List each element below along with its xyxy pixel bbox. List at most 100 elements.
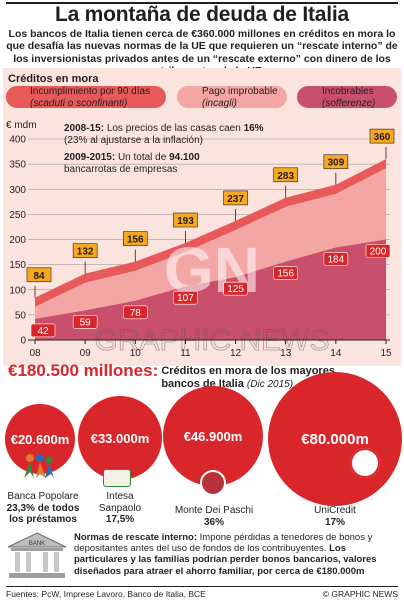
annotation-2-text2: bancarrotas de empresas bbox=[64, 164, 178, 175]
bank-building-icon: BANK bbox=[7, 532, 67, 578]
y-axis-label: € mdm bbox=[6, 120, 37, 131]
data-label-bad-loans: 200 bbox=[370, 247, 387, 258]
x-tick-label: 11 bbox=[180, 348, 191, 359]
data-label-90-days: 156 bbox=[127, 235, 144, 246]
legend-sub-90-days: (scaduti o sconfinanti) bbox=[30, 98, 128, 109]
legend-label-unlikely: Pago improbable bbox=[202, 86, 278, 97]
y-tick-label: 150 bbox=[9, 260, 26, 271]
banca-popolare-logo-icon bbox=[24, 454, 54, 478]
legend-swatch-90-days bbox=[6, 86, 166, 108]
data-label-box bbox=[173, 212, 198, 228]
data-label-box bbox=[369, 128, 395, 144]
annotation-1-text2: (23% al ajustarse a la inflación) bbox=[64, 135, 203, 146]
x-tick-label: 09 bbox=[80, 348, 92, 359]
bail-in-note: Normas de rescate interno: Impone pérdid… bbox=[74, 532, 400, 577]
y-tick-label: 0 bbox=[20, 336, 26, 347]
monte-paschi-seal-icon bbox=[200, 470, 226, 496]
data-label-box bbox=[323, 154, 349, 170]
intro-text: Los bancos de Italia tienen cerca de €36… bbox=[6, 28, 398, 77]
bubble-banca-popolare: €20.600m bbox=[5, 404, 75, 474]
data-label-90-days: 360 bbox=[374, 132, 391, 143]
bottom-rule bbox=[6, 586, 398, 587]
bubble-value-banca-popolare: €20.600m bbox=[10, 431, 70, 447]
data-label-box-bad-loans bbox=[72, 315, 98, 329]
area-90-days bbox=[35, 159, 386, 307]
area-bad-loans bbox=[35, 239, 386, 340]
name-unicredit: UniCredit bbox=[314, 505, 356, 516]
bubble-value-intesa: €33.000m bbox=[90, 430, 150, 446]
legend-sub-unlikely: (incagli) bbox=[202, 98, 238, 109]
data-label-bad-loans: 156 bbox=[277, 269, 294, 280]
data-label-bad-loans: 59 bbox=[80, 317, 92, 328]
data-label-bad-loans: 107 bbox=[177, 293, 194, 304]
data-label-90-days: 283 bbox=[277, 171, 294, 182]
legend-heading: Créditos en mora bbox=[8, 73, 99, 85]
legend-swatch-bad-loans bbox=[297, 86, 397, 108]
data-label-box bbox=[273, 167, 299, 183]
share-banca-popolare: 23,3% de todos los préstamos bbox=[6, 502, 80, 526]
y-tick-label: 300 bbox=[9, 185, 26, 196]
data-label-box bbox=[122, 231, 148, 246]
share-unicredit: 17% bbox=[324, 516, 345, 528]
page-title: La montaña de deuda de Italia bbox=[54, 3, 350, 26]
share-monte-dei-paschi: 36% bbox=[203, 516, 224, 528]
bank-icon-text: BANK bbox=[29, 541, 45, 547]
footer: Fuentes: PcW, Imprese Lavoro, Banco de I… bbox=[6, 589, 398, 599]
legend-label-90-days: Incumplimiento por 90 días bbox=[30, 86, 151, 97]
data-label-bad-loans: 42 bbox=[37, 326, 49, 337]
note-head: Normas de rescate interno: bbox=[74, 532, 198, 543]
bubble-intesa: €33.000m bbox=[78, 396, 162, 480]
x-tick-label: 14 bbox=[330, 348, 342, 359]
label-monte-dei-paschi: Monte Dei Paschi 36% bbox=[168, 505, 260, 528]
x-tick-label: 10 bbox=[130, 348, 142, 359]
footer-sources: Fuentes: PcW, Imprese Lavoro, Banco de I… bbox=[6, 589, 206, 599]
legend-item-90-days: Incumplimiento por 90 días (scaduti o sc… bbox=[30, 86, 150, 110]
data-label-box bbox=[26, 267, 52, 283]
name-monte-dei-paschi: Monte Dei Paschi bbox=[174, 505, 254, 516]
x-tick-label: 12 bbox=[230, 348, 242, 359]
bubble-value-unicredit: €80.000m bbox=[301, 430, 369, 448]
y-tick-label: 200 bbox=[9, 235, 26, 246]
y-tick-label: 50 bbox=[15, 310, 27, 321]
annotation-1-head: 2008-15: bbox=[64, 123, 105, 134]
top-rule bbox=[6, 2, 398, 4]
note-text: Impone pérdidas a tenedores de bonos y d… bbox=[74, 532, 373, 555]
intesa-logo-icon bbox=[103, 469, 131, 487]
banks-total-amount: €180.500 millones: bbox=[8, 361, 159, 380]
data-label-box-bad-loans bbox=[273, 266, 299, 280]
data-label-bad-loans: 78 bbox=[130, 308, 142, 319]
annotation-2-head: 2009-2015: bbox=[64, 152, 116, 163]
note-bold: Los particulares y las familias podrían … bbox=[74, 543, 377, 577]
label-unicredit: UniCredit 17% bbox=[290, 505, 380, 528]
legend-item-unlikely: Pago improbable (incagli) bbox=[202, 86, 278, 110]
bubble-value-monte-dei-paschi: €46.900m bbox=[183, 428, 243, 444]
bubble-unicredit: €80.000m bbox=[268, 372, 402, 506]
y-tick-label: 100 bbox=[9, 285, 26, 296]
banks-heading-date: (Dic 2015) bbox=[246, 379, 294, 390]
data-label-bad-loans: 184 bbox=[328, 255, 345, 266]
y-tick-label: 250 bbox=[9, 210, 26, 221]
legend-swatch-unlikely bbox=[177, 86, 287, 108]
data-label-90-days: 237 bbox=[227, 194, 244, 205]
share-intesa: 17,5% bbox=[105, 514, 135, 525]
annotation-2-value: 94.100 bbox=[169, 152, 200, 163]
legend-item-bad-loans: Incobrables (sofferenze) bbox=[322, 86, 375, 110]
label-banca-popolare: Banca Popolare 23,3% de todos los présta… bbox=[0, 491, 86, 526]
annotation-bankruptcies: 2009-2015: Un total de 94.100 bancarrota… bbox=[64, 152, 200, 176]
unicredit-logo-icon bbox=[350, 448, 380, 478]
data-label-box-bad-loans bbox=[365, 244, 391, 258]
annotation-1-value: 16% bbox=[243, 123, 264, 134]
bubble-monte-dei-paschi: €46.900m bbox=[163, 386, 263, 486]
data-label-box-bad-loans bbox=[122, 305, 148, 320]
data-label-box-bad-loans bbox=[30, 323, 56, 338]
legend-sub-bad-loans: (sofferenze) bbox=[322, 98, 376, 109]
data-label-box-bad-loans bbox=[223, 281, 248, 296]
footer-credit: © GRAPHIC NEWS bbox=[322, 589, 398, 599]
name-banca-popolare: Banca Popolare bbox=[7, 491, 79, 502]
data-label-90-days: 84 bbox=[33, 271, 45, 282]
data-label-90-days: 309 bbox=[328, 158, 345, 169]
x-tick-label: 13 bbox=[280, 348, 292, 359]
data-label-box-bad-loans bbox=[323, 252, 349, 266]
x-tick-label: 08 bbox=[29, 348, 41, 359]
